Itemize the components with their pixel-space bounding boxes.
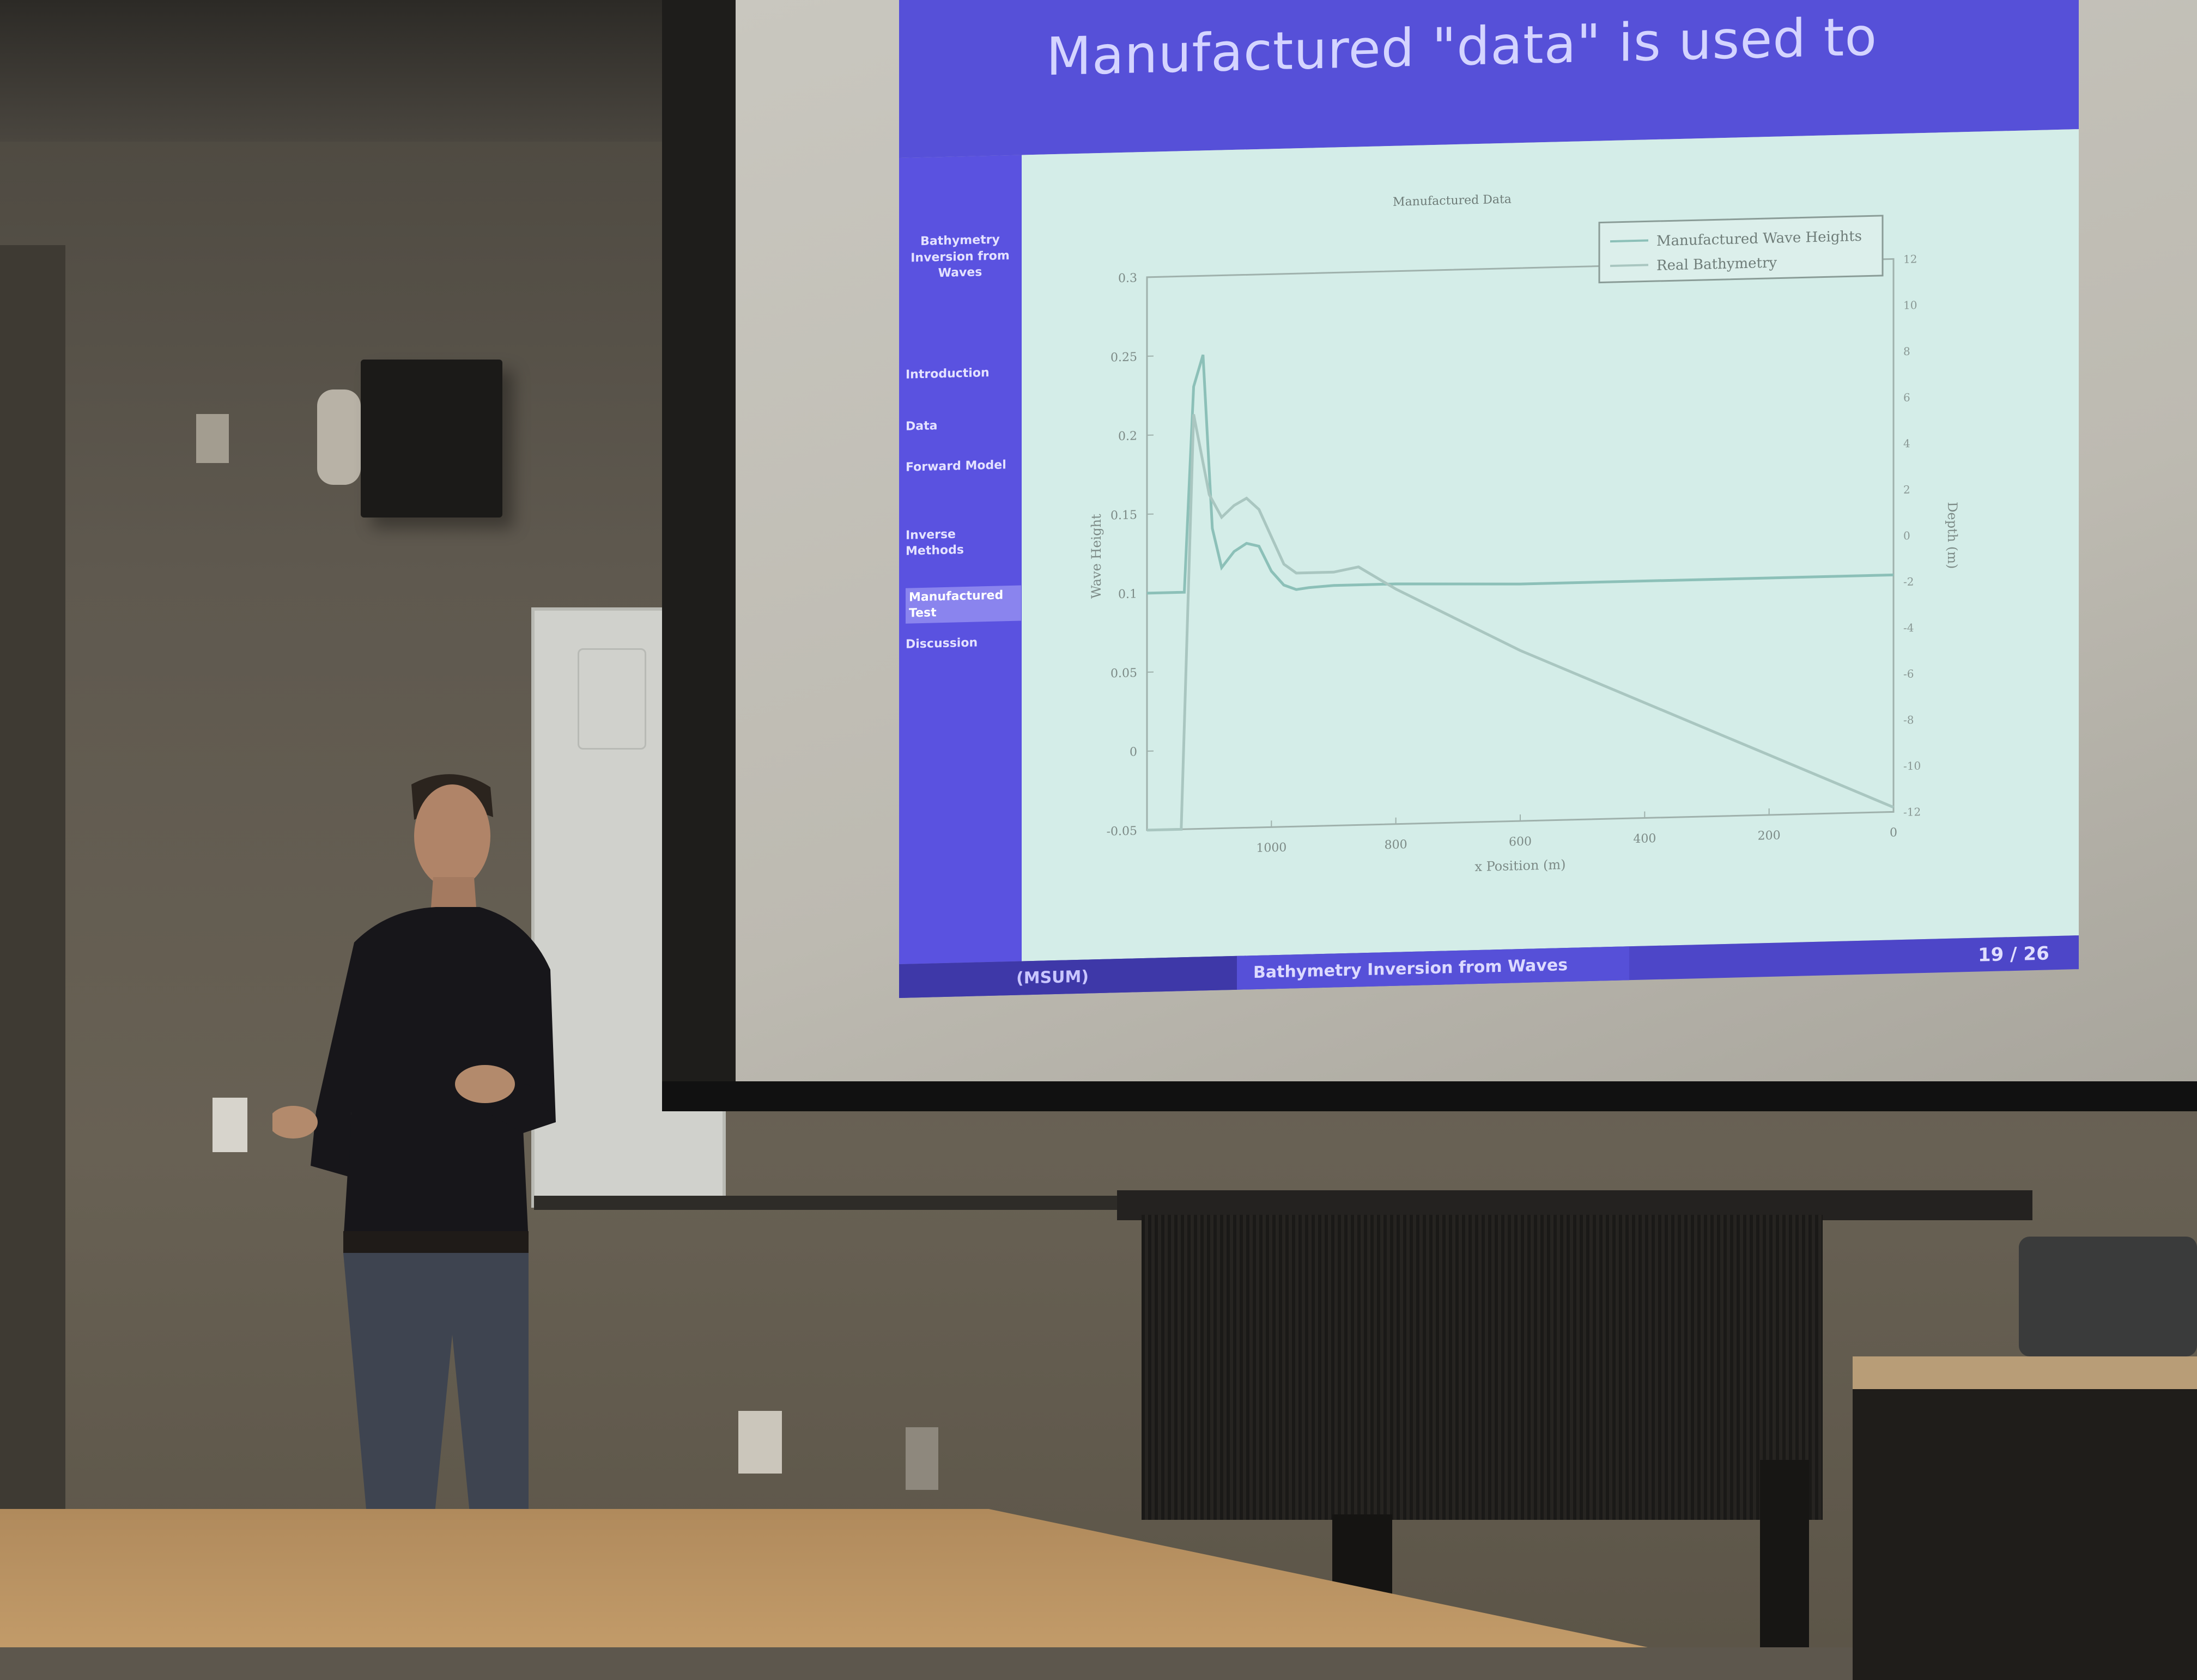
y-tick-label: 0.25 [1110,350,1137,364]
wall-corner-shadow [0,245,65,1647]
y-tick-label: 0.3 [1118,271,1137,285]
series-layer [1147,338,1893,830]
y-tick-label: 0 [1130,745,1137,759]
presenter-figure [272,774,556,1580]
x-tick-label: 400 [1633,832,1656,846]
presenter-hand-right [455,1065,515,1103]
projector-device [2019,1237,2197,1356]
legend-line-wave-heights [1610,240,1648,241]
y2-tick-label: 0 [1903,529,1910,542]
presenter-belt [343,1231,529,1253]
x-tick-label: 200 [1758,829,1781,843]
slide-sidebar: Bathymetry Inversion from Waves Introduc… [899,155,1022,964]
legend-box [1599,216,1883,283]
y2-tick-label: -4 [1903,621,1914,634]
footer-author: (MSUM) [1016,967,1089,988]
plot-area [1147,259,1893,830]
series-line-bathymetry [1147,397,1893,830]
y2-tick-label: 2 [1903,483,1910,496]
y-tick-label: 0.05 [1110,666,1137,680]
y-tick-label: 0.15 [1110,508,1137,522]
screen-bottom-bar [662,1081,2197,1111]
y2-tick-label: 8 [1903,345,1910,358]
legend: Manufactured Wave Heights Real Bathymetr… [1599,216,1883,283]
wall-outlet [738,1411,782,1474]
x-tick-label: 1000 [1256,841,1286,855]
series-line-wave-heights [1147,338,1893,593]
podium-leg [1760,1460,1809,1647]
wall-sensor [317,389,361,485]
legend-line-bathymetry [1610,265,1648,266]
y2-tick-label: -10 [1903,759,1921,773]
y2-tick-label: -8 [1903,713,1914,726]
presenter-hand-left [272,1106,318,1139]
y-tick-label: -0.05 [1107,824,1137,838]
y2-tick-label: 10 [1903,299,1917,312]
y2-tick-label: -12 [1903,805,1921,819]
light-switch [213,1098,247,1152]
presenter-head [414,784,490,888]
y-tick-label: 0.1 [1118,587,1137,601]
y2-axis-label: Depth (m) [1945,502,1960,569]
y-tick-label: 0.2 [1118,429,1137,443]
x-tick-label: 600 [1509,835,1532,849]
y2-tick-label: -2 [1903,575,1914,588]
presenter [272,763,627,1580]
y2-tick-label: 12 [1903,252,1917,266]
x-tick-label: 0 [1890,826,1897,839]
sidebar-item-forward-model: Forward Model [906,458,1015,476]
wall-plate [196,414,229,463]
wall-speaker [361,360,502,518]
whiteboard-scribble [578,648,646,750]
sidebar-item-manufactured-test: Manufactured Test [906,586,1021,624]
wall-outlet [906,1427,938,1490]
podium-front-panel [1142,1215,1823,1520]
x-tick-label: 800 [1385,838,1407,852]
footer-page-number: 19 / 26 [1978,942,2049,966]
presenter-shirt [316,907,556,1242]
projected-slide: Manufactured "data" is used to Bathymetr… [899,0,2079,986]
y2-tick-label: 6 [1903,391,1910,404]
side-table [1853,1356,2197,1680]
y2-tick-label: 4 [1903,437,1910,450]
sidebar-item-data: Data [906,417,1015,435]
legend-entry-bathymetry: Real Bathymetry [1656,255,1777,274]
x-axis-label: x Position (m) [1474,857,1565,874]
chart-title: Manufactured Data [1393,193,1512,209]
sidebar-item-discussion: Discussion [906,635,1015,653]
sidebar-item-inverse-methods: Inverse Methods [906,526,1015,559]
sidebar-project-title: Bathymetry Inversion from Waves [906,232,1015,283]
y-axis-label: Wave Height [1089,514,1104,599]
y2-tick-label: -6 [1903,667,1914,680]
sidebar-item-introduction: Introduction [906,365,1015,383]
